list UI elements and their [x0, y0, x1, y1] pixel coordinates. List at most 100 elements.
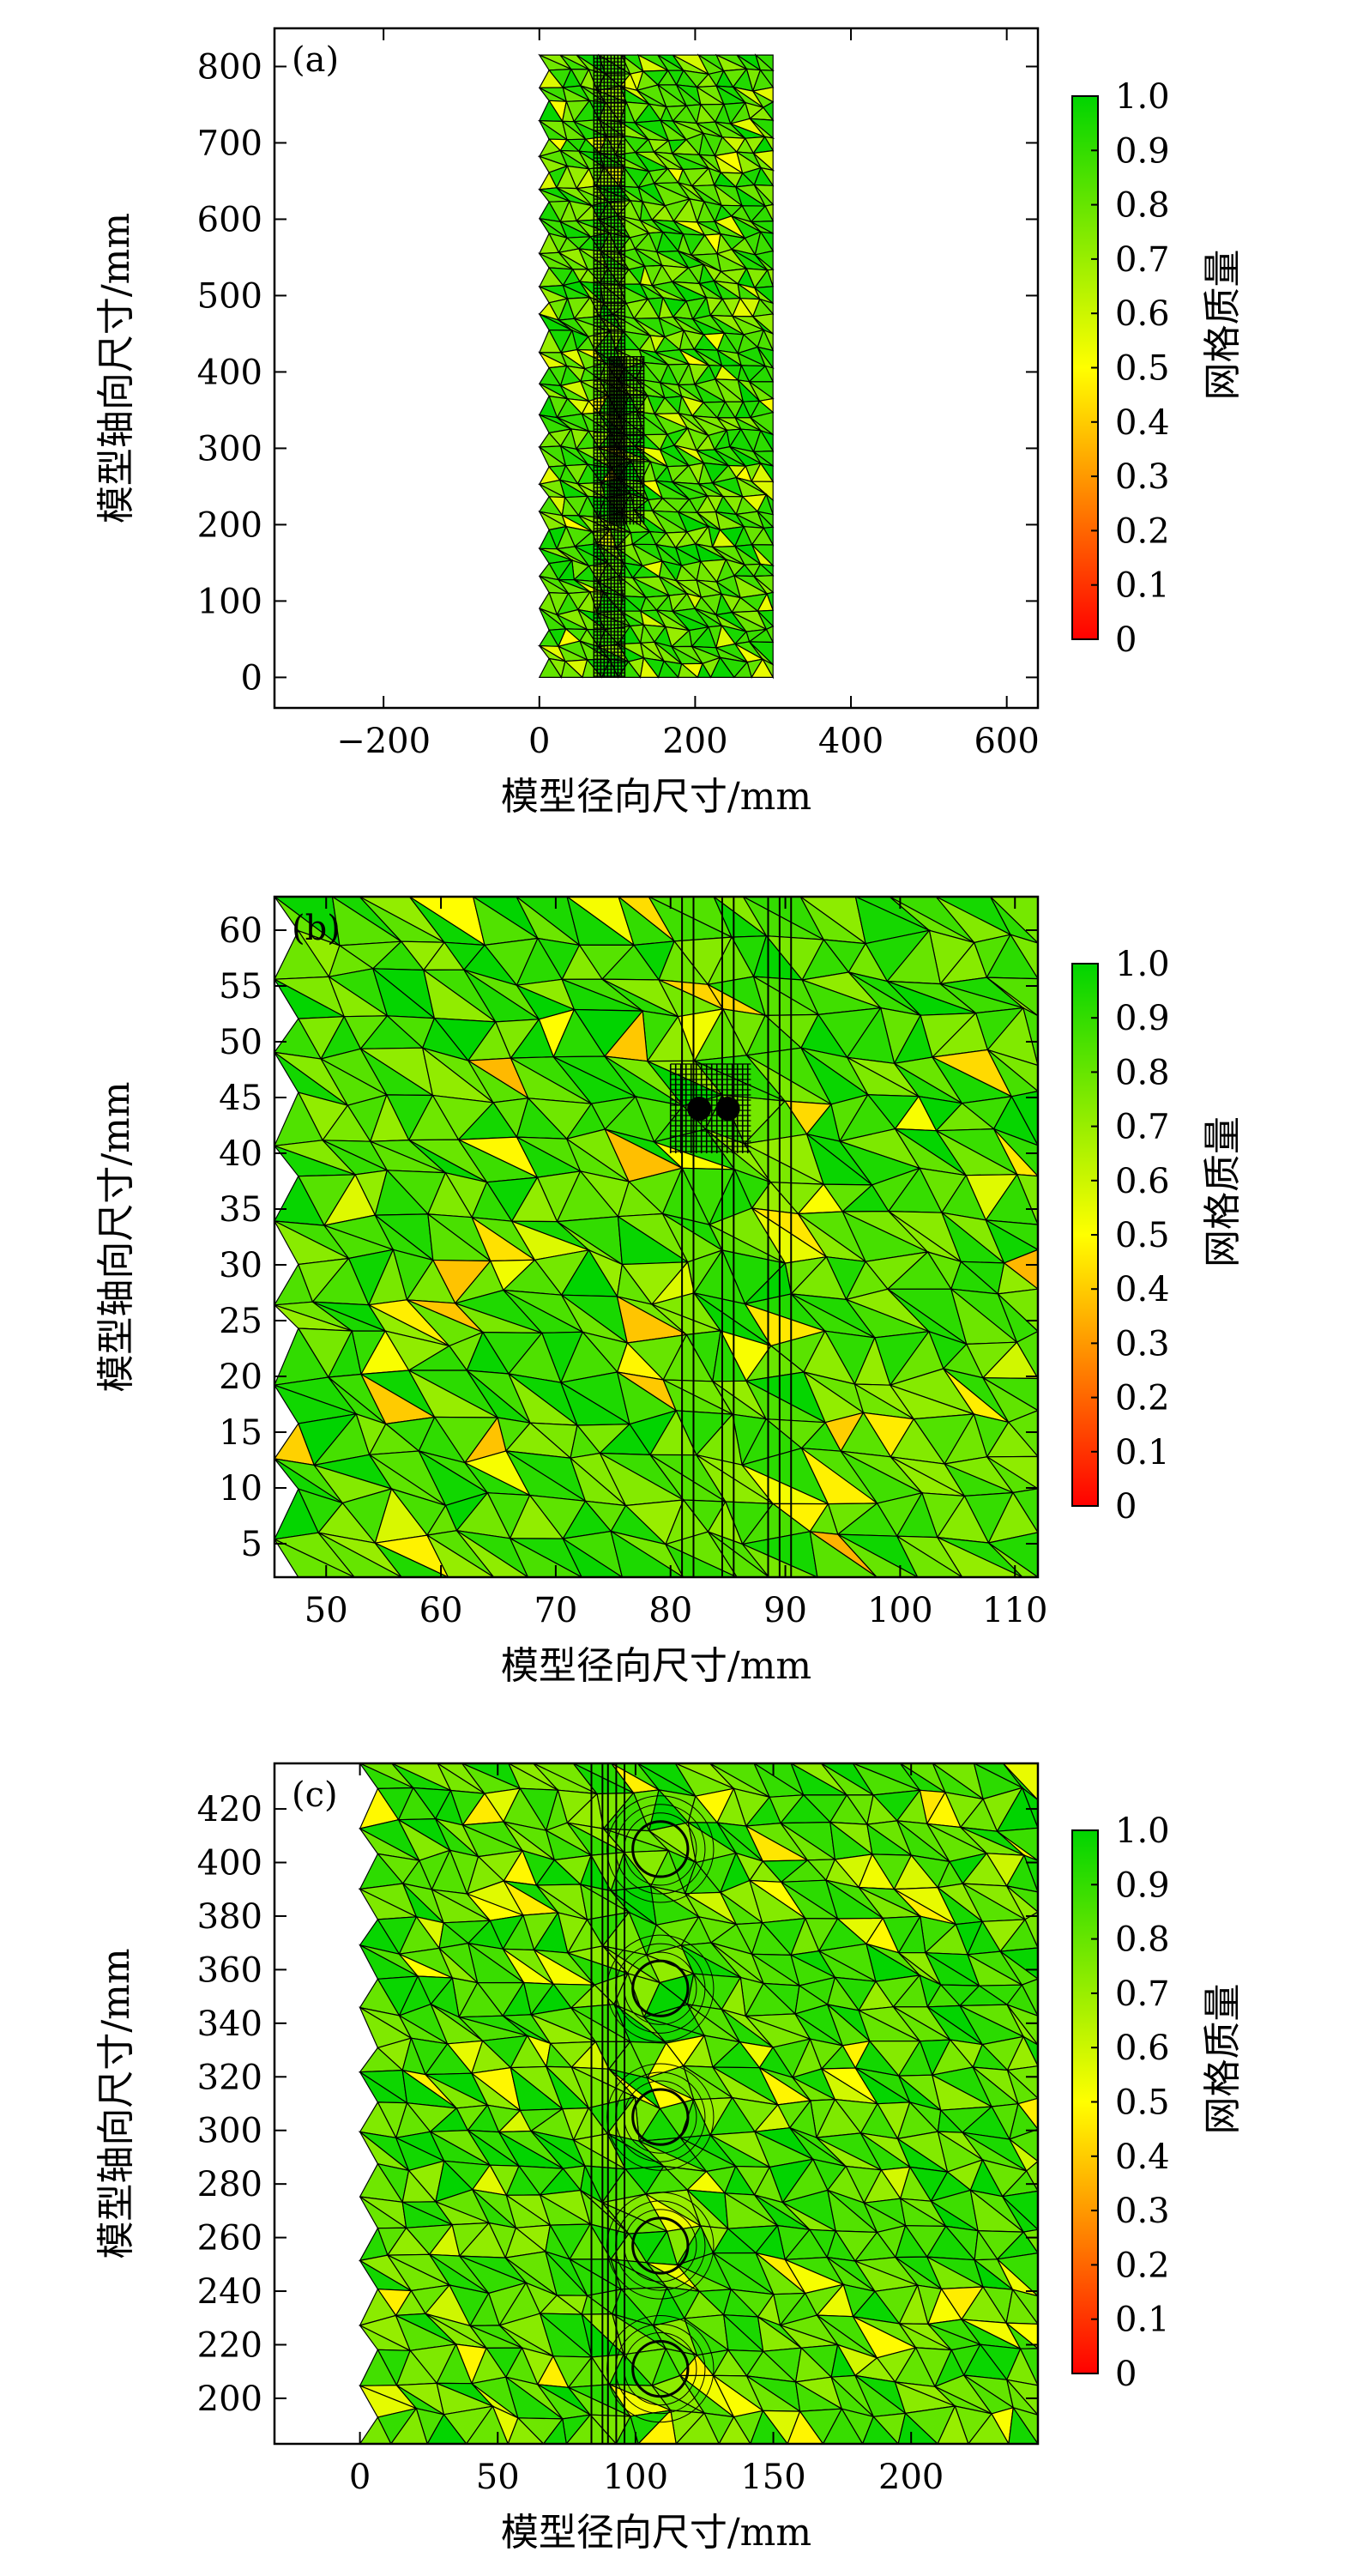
colorbar-tick-label: 0.8: [1115, 186, 1170, 226]
y-tick-label: 700: [197, 124, 262, 163]
hole-refinement-ring: [615, 1943, 706, 2034]
colorbar-tick-label: 0.3: [1115, 1324, 1170, 1364]
mesh-element: [936, 1536, 1023, 1577]
hole-refinement-ring: [615, 2200, 706, 2291]
colorbar-tick-label: 0.9: [1115, 999, 1170, 1038]
colorbar-tick-label: 0.1: [1115, 566, 1170, 606]
y-tick-label: 20: [219, 1358, 262, 1397]
x-tick-label: 60: [419, 1591, 463, 1630]
mesh-element: [675, 2412, 720, 2444]
hole-circle: [631, 2088, 690, 2146]
y-tick-label: 60: [219, 911, 262, 951]
colorbar-tick-label: 0.7: [1115, 1108, 1170, 1147]
mesh-element: [374, 1542, 449, 1577]
colorbar: 0 0.1 0.2 0.3 0.4 0.5 0.6 0.7 0.8 0.9 1.0 网格质量: [1071, 1811, 1245, 2394]
colorbar: 0 0.1 0.2 0.3 0.4 0.5 0.6 0.7 0.8 0.9 1.0 网格质量: [1071, 945, 1245, 1527]
x-axis-label: 模型径向尺寸/mm: [501, 2511, 811, 2555]
colorbar-tick-label: 0.6: [1115, 1162, 1170, 1201]
mesh-element: [426, 2413, 467, 2444]
x-tick-label: 50: [476, 2458, 520, 2497]
mesh-element: [718, 2416, 751, 2444]
y-tick-label: 200: [197, 2379, 262, 2419]
colorbar-tick-label: 1.0: [1115, 1811, 1170, 1851]
panel-label: (c): [292, 1775, 338, 1815]
x-tick-label: 150: [740, 2458, 805, 2497]
y-tick-label: 240: [197, 2272, 262, 2312]
hole-circle: [631, 2339, 690, 2398]
mesh-element: [561, 1537, 624, 1577]
mesh-element: [751, 658, 775, 679]
colorbar-tick-label: 1.0: [1115, 945, 1170, 984]
mesh-element: [787, 2410, 824, 2444]
colorbar-label: 网格质量: [1201, 250, 1245, 401]
axes-frame: [273, 1762, 1040, 2446]
y-tick-label: 260: [197, 2219, 262, 2259]
hole-refinement-ring: [615, 2071, 706, 2162]
y-tick-label: 600: [197, 200, 262, 239]
x-tick-label: 600: [974, 722, 1039, 761]
mesh-element: [509, 1537, 582, 1577]
y-tick-label: 50: [219, 1023, 262, 1062]
axes-frame: [273, 27, 1040, 710]
x-tick-label: 90: [763, 1591, 807, 1630]
y-axis-label: 模型轴向尺寸/mm: [94, 1081, 138, 1392]
mesh-element: [425, 1533, 495, 1577]
mesh-element: [615, 2415, 639, 2444]
mesh-element: [664, 1543, 738, 1577]
mesh-element: [542, 2417, 567, 2444]
y-tick-label: 55: [219, 967, 262, 1007]
colorbar-tick-label: 0: [1115, 2355, 1137, 2394]
x-tick-label: 100: [603, 2458, 668, 2497]
mesh-element: [697, 662, 712, 679]
panel-b: 50 60 70 80 90 100 110 5 10 15 20 25 30 35 40 45 50 55 60 (…: [94, 895, 1245, 1688]
mesh-element: [610, 1530, 685, 1577]
x-axis-label: 模型径向尺寸/mm: [501, 1644, 811, 1688]
dense-node: [715, 1097, 740, 1121]
colorbar-tick-label: 0.3: [1115, 457, 1170, 497]
y-tick-label: 280: [197, 2165, 262, 2204]
y-tick-label: 300: [197, 2112, 262, 2151]
y-tick-label: 300: [197, 429, 262, 469]
x-tick-label: −200: [336, 722, 431, 761]
mesh-element: [968, 2412, 1010, 2444]
mesh-element: [733, 661, 752, 679]
y-tick-label: 45: [219, 1079, 262, 1118]
x-tick-label: 80: [648, 1591, 692, 1630]
x-tick-label: 0: [528, 722, 550, 761]
dense-node: [687, 1097, 712, 1121]
colorbar-tick-label: 0: [1115, 620, 1137, 660]
mesh-element: [897, 2412, 938, 2444]
mesh-element: [639, 656, 660, 679]
y-tick-label: 100: [197, 582, 262, 621]
hole-refinement-ring: [606, 1934, 715, 2042]
colorbar: 0 0.1 0.2 0.3 0.4 0.5 0.6 0.7 0.8 0.9 1.0 网格质量: [1071, 77, 1245, 660]
mesh-element: [507, 2416, 545, 2444]
y-tick-label: 500: [197, 276, 262, 316]
x-axis-label: 模型径向尺寸/mm: [501, 775, 811, 819]
y-tick-label: 10: [219, 1469, 262, 1509]
y-tick-label: 380: [197, 1897, 262, 1937]
colorbar-tick-label: 0.8: [1115, 1920, 1170, 1960]
hole-refinement-ring: [606, 1795, 715, 1903]
mesh-element: [809, 1530, 878, 1577]
y-tick-label: 200: [197, 505, 262, 545]
y-tick-label: 360: [197, 1950, 262, 1990]
panel-c: 0 50 100 150 200 200 220 240 260 280 300 320 340 360 3…: [94, 1762, 1245, 2555]
x-tick-label: 200: [878, 2458, 944, 2497]
colorbar-tick-label: 0.2: [1115, 511, 1170, 551]
mesh: [358, 1763, 1038, 2444]
colorbar-tick-label: 0.1: [1115, 1433, 1170, 1472]
colorbar-tick-label: 0.4: [1115, 403, 1170, 443]
hole-circle: [631, 1959, 690, 2017]
y-tick-label: 40: [219, 1134, 262, 1174]
colorbar-tick-label: 0.4: [1115, 1270, 1170, 1309]
mesh-element: [359, 2416, 392, 2444]
mesh-element: [317, 1532, 402, 1577]
colorbar-tick-label: 0.7: [1115, 1974, 1170, 2014]
y-tick-label: 340: [197, 2005, 262, 2044]
y-tick-label: 30: [219, 1246, 262, 1285]
hole-refinement-ring: [606, 2192, 715, 2300]
mesh: [274, 897, 1038, 1577]
colorbar-tick-label: 0.1: [1115, 2301, 1170, 2340]
